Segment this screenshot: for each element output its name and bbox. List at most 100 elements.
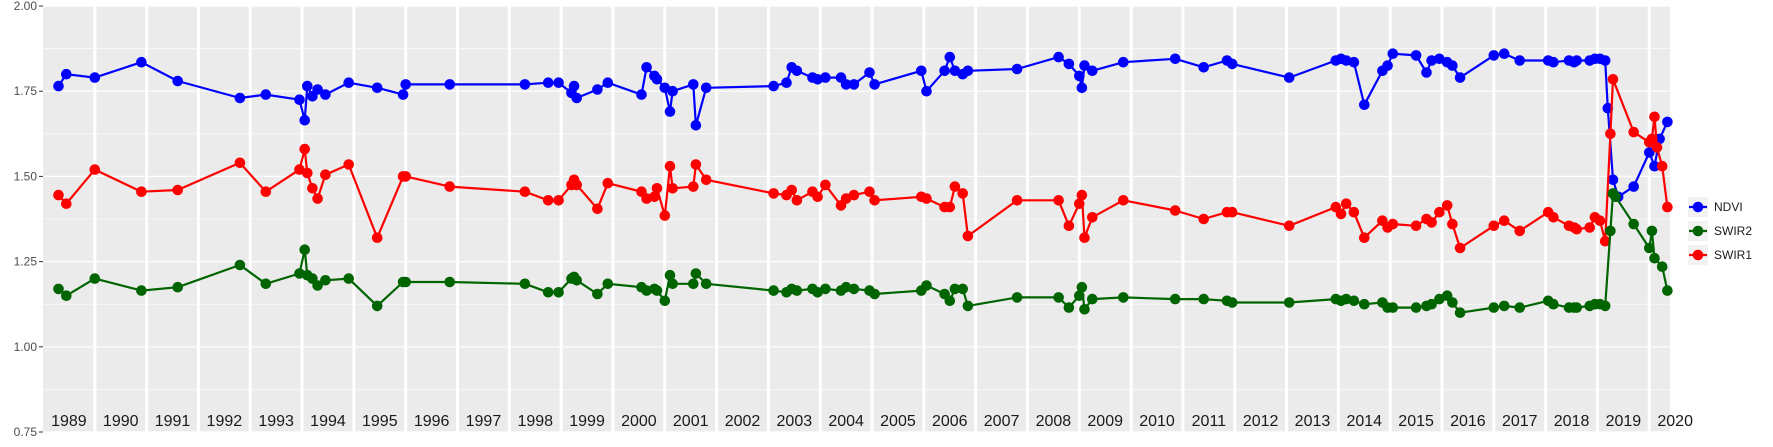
data-point-swir1 (820, 179, 831, 191)
data-point-swir2 (957, 283, 968, 295)
data-point-ndvi (1348, 56, 1360, 68)
data-point-swir1 (343, 159, 355, 170)
data-point-swir2 (312, 280, 323, 291)
data-point-swir1 (1548, 212, 1559, 223)
data-point-swir1 (1441, 200, 1453, 211)
data-point-swir2 (768, 285, 779, 296)
data-point-swir2 (519, 278, 531, 290)
data-point-swir1 (1340, 198, 1352, 209)
data-point-swir2 (1548, 298, 1559, 310)
data-point-swir1 (1498, 215, 1510, 226)
data-point-swir2 (1348, 295, 1360, 307)
data-point-swir1 (1011, 195, 1023, 206)
data-point-swir1 (53, 189, 64, 201)
data-point-swir1 (659, 210, 671, 221)
data-point-swir1 (949, 181, 961, 192)
data-point-swir1 (571, 179, 582, 191)
data-point-swir2 (690, 268, 702, 279)
data-point-ndvi (1076, 82, 1088, 94)
data-point-swir1 (553, 195, 564, 206)
data-point-swir2 (1571, 302, 1582, 313)
data-point-swir2 (1498, 300, 1510, 312)
data-point-swir1 (1628, 126, 1639, 138)
data-point-swir1 (1079, 232, 1090, 243)
data-point-swir2 (667, 278, 678, 290)
data-point-swir1 (542, 195, 554, 206)
data-point-ndvi (869, 79, 880, 90)
data-point-swir2 (651, 285, 663, 296)
data-point-swir1 (1514, 225, 1525, 237)
data-point-swir1 (1387, 218, 1399, 230)
data-point-ndvi (592, 84, 603, 95)
data-point-ndvi (700, 82, 712, 94)
data-point-swir1 (1447, 218, 1458, 230)
year-label: 1992 (207, 413, 243, 430)
year-label: 2009 (1087, 413, 1123, 430)
data-point-swir2 (61, 290, 72, 302)
data-point-swir1 (1198, 213, 1209, 225)
data-point-ndvi (312, 84, 323, 95)
legend-key-point (1692, 201, 1704, 213)
data-point-swir1 (1488, 220, 1500, 232)
data-point-ndvi (1118, 56, 1129, 68)
data-point-swir2 (791, 285, 803, 296)
data-point-swir2 (234, 259, 246, 271)
year-label: 2012 (1243, 413, 1279, 430)
data-point-swir2 (1662, 285, 1673, 296)
data-point-swir2 (659, 295, 671, 307)
data-point-ndvi (1382, 60, 1393, 71)
data-point-ndvi (768, 80, 779, 92)
data-point-swir2 (400, 276, 412, 288)
data-point-swir1 (957, 188, 968, 199)
data-point-ndvi (61, 68, 72, 80)
data-point-ndvi (641, 62, 652, 73)
data-point-swir1 (1063, 220, 1075, 232)
data-point-ndvi (916, 65, 927, 77)
year-label: 2000 (621, 413, 657, 430)
data-point-ndvi (651, 74, 663, 85)
data-point-ndvi (602, 77, 614, 88)
data-point-ndvi (636, 89, 647, 100)
data-point-ndvi (962, 65, 974, 77)
data-point-ndvi (921, 85, 932, 97)
data-point-swir2 (136, 285, 147, 296)
data-point-ndvi (571, 92, 582, 104)
data-point-ndvi (519, 79, 531, 90)
data-point-swir1 (592, 203, 603, 215)
y-tick-label: 1.00 (14, 340, 38, 354)
year-label: 2010 (1139, 413, 1175, 430)
data-point-swir1 (519, 186, 531, 197)
series-ndvi (53, 48, 1673, 203)
year-label: 1998 (517, 413, 553, 430)
data-point-ndvi (944, 51, 956, 63)
data-point-swir2 (962, 300, 974, 312)
data-point-swir2 (371, 300, 383, 312)
data-point-ndvi (1387, 48, 1399, 59)
data-point-ndvi (1628, 181, 1639, 192)
data-point-swir2 (1649, 252, 1660, 264)
data-point-swir2 (1410, 302, 1422, 313)
y-tick-label: 1.50 (14, 169, 38, 183)
data-point-swir1 (1087, 212, 1098, 223)
data-point-swir2 (688, 278, 699, 290)
data-point-swir1 (1571, 223, 1582, 235)
data-point-swir1 (1074, 198, 1085, 209)
data-point-swir2 (949, 283, 961, 295)
data-point-ndvi (664, 106, 676, 117)
y-tick-label: 0.75 (14, 425, 38, 439)
year-label: 1994 (310, 413, 346, 430)
data-point-swir1 (444, 181, 456, 192)
data-point-swir1 (1454, 242, 1466, 254)
year-label: 2014 (1346, 413, 1382, 430)
data-point-swir2 (299, 244, 311, 255)
data-point-swir2 (1387, 302, 1399, 313)
year-label: 2008 (1036, 413, 1072, 430)
data-point-swir2 (1454, 307, 1466, 319)
data-point-swir2 (1283, 297, 1295, 308)
year-label: 1996 (414, 413, 450, 430)
data-point-swir1 (1651, 142, 1663, 153)
data-point-ndvi (791, 65, 803, 77)
data-point-swir1 (688, 181, 699, 192)
data-point-ndvi (848, 79, 860, 90)
data-point-swir2 (1011, 292, 1023, 303)
